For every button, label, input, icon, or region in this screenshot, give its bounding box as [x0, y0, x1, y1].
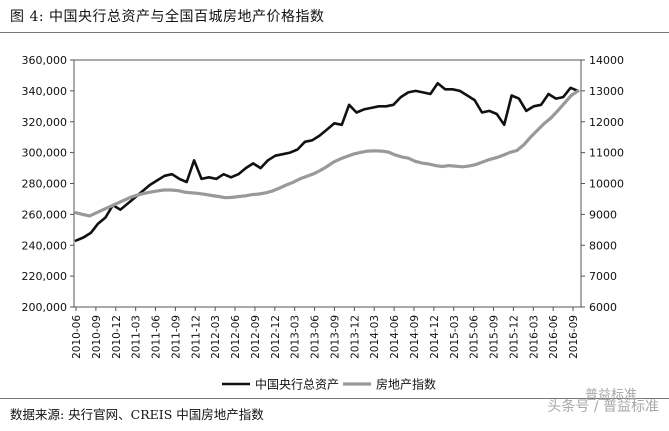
- chart: 200,000 220,000 240,000 260,000 280,000 300,0…: [22, 54, 625, 392]
- legend-label: 房地产指数: [376, 377, 436, 392]
- x-tick-label: 2014-09: [409, 315, 421, 359]
- x-tick-label: 2013-03: [290, 315, 302, 359]
- top-rule: [0, 32, 669, 33]
- right-y-axis: 6000 7000 8000 9000 10000 11000 12000 13000 1400…: [581, 54, 624, 314]
- x-tick-label: 2015-03: [449, 315, 461, 359]
- x-tick-label: 2012-09: [250, 315, 262, 359]
- right-tick-label: 12000: [589, 116, 624, 129]
- right-tick-label: 8000: [589, 239, 617, 252]
- x-tick-label: 2014-03: [369, 315, 381, 359]
- left-tick-label: 240,000: [22, 239, 68, 252]
- source-note: 数据来源: 央行官网、CREIS 中国房地产指数: [10, 407, 264, 422]
- x-tick-label: 2016-03: [528, 315, 540, 359]
- x-tick-label: 2016-09: [568, 315, 580, 359]
- series-lines: [74, 81, 580, 242]
- right-tick-label: 10000: [589, 178, 624, 191]
- left-tick-label: 220,000: [22, 270, 68, 283]
- left-tick-label: 320,000: [22, 116, 68, 129]
- series-central-bank-assets: [74, 81, 580, 242]
- x-tick-label: 2015-06: [469, 315, 481, 359]
- x-tick-label: 2013-09: [329, 315, 341, 359]
- x-tick-label: 2010-06: [71, 315, 83, 359]
- figure-title: 图 4: 中国央行总资产与全国百城房地产价格指数: [10, 9, 325, 25]
- x-tick-label: 2015-09: [489, 315, 501, 359]
- bottom-rule: [0, 398, 669, 399]
- left-tick-label: 280,000: [22, 178, 68, 191]
- x-tick-label: 2011-03: [131, 315, 143, 359]
- x-tick-label: 2011-09: [170, 315, 182, 359]
- x-tick-label: 2013-12: [349, 315, 361, 359]
- x-axis: 2010-06 2010-09 2010-12 2011-03 2011-06 2011-…: [71, 307, 580, 359]
- x-tick-label: 2016-06: [548, 315, 560, 359]
- watermark-brand: 普益标准: [585, 388, 638, 403]
- x-tick-label: 2014-12: [429, 315, 441, 359]
- right-tick-label: 6000: [589, 301, 617, 314]
- x-tick-label: 2012-03: [210, 315, 222, 359]
- right-tick-label: 11000: [589, 147, 624, 160]
- left-tick-label: 200,000: [22, 301, 68, 314]
- x-tick-label: 2013-06: [310, 315, 322, 359]
- left-tick-label: 340,000: [22, 85, 68, 98]
- x-tick-label: 2010-12: [111, 315, 123, 359]
- right-tick-label: 9000: [589, 208, 617, 221]
- x-tick-label: 2012-06: [230, 315, 242, 359]
- x-tick-label: 2010-09: [91, 315, 103, 359]
- x-tick-label: 2015-12: [508, 315, 520, 359]
- x-tick-label: 2011-06: [151, 315, 163, 359]
- right-tick-label: 13000: [589, 85, 624, 98]
- legend-label: 中国央行总资产: [255, 377, 339, 392]
- right-tick-label: 7000: [589, 270, 617, 283]
- x-tick-label: 2012-12: [270, 315, 282, 359]
- left-tick-label: 360,000: [22, 54, 68, 67]
- watermark: 头条号 / 普益标准: [547, 399, 659, 415]
- left-y-axis: 200,000 220,000 240,000 260,000 280,000 300,0…: [22, 54, 74, 314]
- x-tick-label: 2014-06: [389, 315, 401, 359]
- right-tick-label: 14000: [589, 54, 624, 67]
- left-tick-label: 300,000: [22, 147, 68, 160]
- left-tick-label: 260,000: [22, 208, 68, 221]
- x-tick-label: 2011-12: [190, 315, 202, 359]
- series-property-index: [74, 89, 580, 218]
- legend: 中国央行总资产 房地产指数: [222, 377, 436, 392]
